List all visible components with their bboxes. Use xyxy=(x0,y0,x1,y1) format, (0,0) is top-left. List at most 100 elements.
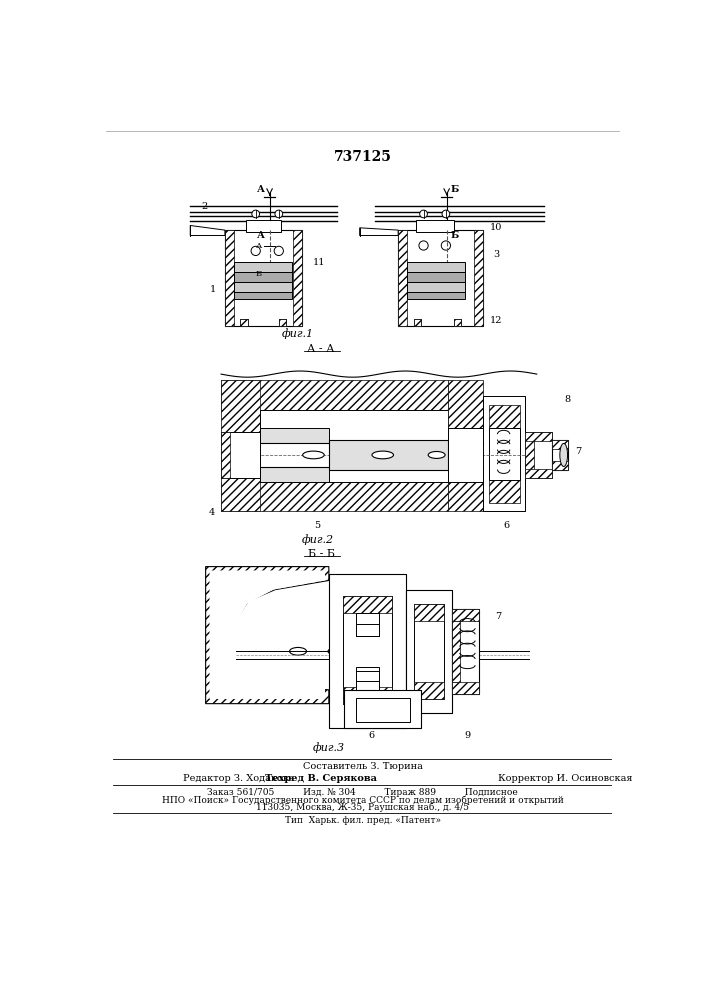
Bar xyxy=(489,480,520,503)
Circle shape xyxy=(251,246,260,256)
Text: 113035, Москва, Ж-35, Раушская наб., д. 4/5: 113035, Москва, Ж-35, Раушская наб., д. … xyxy=(256,803,469,812)
Bar xyxy=(398,230,407,326)
Text: 6: 6 xyxy=(503,521,509,530)
Bar xyxy=(414,604,444,620)
Text: Тип  Харьк. фил. пред. «Патент»: Тип Харьк. фил. пред. «Патент» xyxy=(285,816,440,825)
Text: фиг.2: фиг.2 xyxy=(301,534,334,545)
Text: А: А xyxy=(257,231,265,240)
Text: А: А xyxy=(257,185,265,194)
Ellipse shape xyxy=(303,451,325,459)
Bar xyxy=(240,319,248,326)
Bar xyxy=(259,428,329,443)
Bar xyxy=(279,319,286,326)
Text: 4: 4 xyxy=(209,508,215,517)
Bar xyxy=(329,440,448,470)
Bar xyxy=(329,574,406,728)
Bar xyxy=(343,596,392,704)
Text: А: А xyxy=(256,242,262,250)
Bar xyxy=(483,396,525,511)
Bar xyxy=(240,319,248,326)
Bar xyxy=(552,461,568,470)
Bar xyxy=(329,574,406,728)
Bar xyxy=(356,613,379,636)
Bar xyxy=(414,319,421,326)
Bar xyxy=(398,230,483,326)
Text: 11: 11 xyxy=(312,258,325,267)
Text: Заказ 561/705          Изд. № 304          Тираж 889          Подписное: Заказ 561/705 Изд. № 304 Тираж 889 Подпи… xyxy=(207,788,518,797)
Bar xyxy=(259,410,448,482)
Bar xyxy=(407,262,465,272)
Polygon shape xyxy=(190,225,225,235)
Bar xyxy=(343,687,392,704)
Ellipse shape xyxy=(372,451,394,459)
Bar xyxy=(221,482,448,511)
Bar xyxy=(525,432,534,478)
Bar xyxy=(221,380,448,410)
Bar xyxy=(343,596,392,613)
Bar xyxy=(344,690,421,728)
Text: 10: 10 xyxy=(490,223,502,232)
Bar xyxy=(414,319,421,326)
Bar xyxy=(221,432,230,478)
Bar xyxy=(452,620,460,682)
Polygon shape xyxy=(209,570,325,699)
Polygon shape xyxy=(360,228,398,235)
Bar xyxy=(356,667,379,690)
Bar xyxy=(454,319,461,326)
Bar xyxy=(416,220,455,232)
Bar xyxy=(234,282,292,292)
Bar xyxy=(234,292,292,299)
Bar xyxy=(225,230,234,326)
Text: 8: 8 xyxy=(564,395,571,404)
Text: Б: Б xyxy=(451,231,460,240)
Bar xyxy=(489,405,520,428)
Circle shape xyxy=(441,241,450,250)
Bar xyxy=(234,262,292,272)
Text: Техред В. Серякова: Техред В. Серякова xyxy=(265,774,377,783)
Bar xyxy=(407,272,465,282)
Text: Корректор И. Осиновская: Корректор И. Осиновская xyxy=(498,774,633,783)
Text: 7: 7 xyxy=(575,447,581,456)
Text: 9: 9 xyxy=(464,732,470,740)
Circle shape xyxy=(419,241,428,250)
Ellipse shape xyxy=(328,647,345,655)
Ellipse shape xyxy=(428,451,445,458)
Bar xyxy=(452,609,479,694)
Text: Б - Б: Б - Б xyxy=(308,549,334,559)
Text: Редактор З. Ходакова: Редактор З. Ходакова xyxy=(182,774,293,783)
Bar xyxy=(483,396,525,511)
Bar xyxy=(448,380,483,511)
Bar xyxy=(525,432,552,478)
Circle shape xyxy=(252,210,259,218)
Bar xyxy=(552,440,568,470)
Text: Б: Б xyxy=(256,270,262,278)
Bar xyxy=(448,428,483,482)
Circle shape xyxy=(274,246,284,256)
Bar xyxy=(293,230,302,326)
Polygon shape xyxy=(206,567,329,704)
Text: 737125: 737125 xyxy=(334,150,392,164)
Bar xyxy=(234,272,292,282)
Bar xyxy=(552,440,568,449)
Bar xyxy=(407,282,465,292)
Bar xyxy=(452,682,479,694)
Bar xyxy=(344,690,421,728)
Text: НПО «Поиск» Государственного комитета СССР по делам изобретений и открытий: НПО «Поиск» Государственного комитета СС… xyxy=(162,795,563,805)
Text: 2: 2 xyxy=(201,202,207,211)
Ellipse shape xyxy=(560,443,568,466)
Bar xyxy=(414,604,444,699)
Text: Б: Б xyxy=(451,185,460,194)
Text: Составитель З. Тюрина: Составитель З. Тюрина xyxy=(303,762,423,771)
Bar xyxy=(406,590,452,713)
Bar xyxy=(279,319,286,326)
Text: фиг.1: фиг.1 xyxy=(282,328,314,339)
Text: 7: 7 xyxy=(495,612,501,621)
Bar xyxy=(356,698,409,722)
Bar xyxy=(474,230,483,326)
Text: А - А: А - А xyxy=(308,344,335,354)
Bar xyxy=(225,230,302,326)
Bar xyxy=(221,432,259,478)
Bar xyxy=(454,319,461,326)
Circle shape xyxy=(420,210,428,218)
Text: 5: 5 xyxy=(314,521,320,530)
